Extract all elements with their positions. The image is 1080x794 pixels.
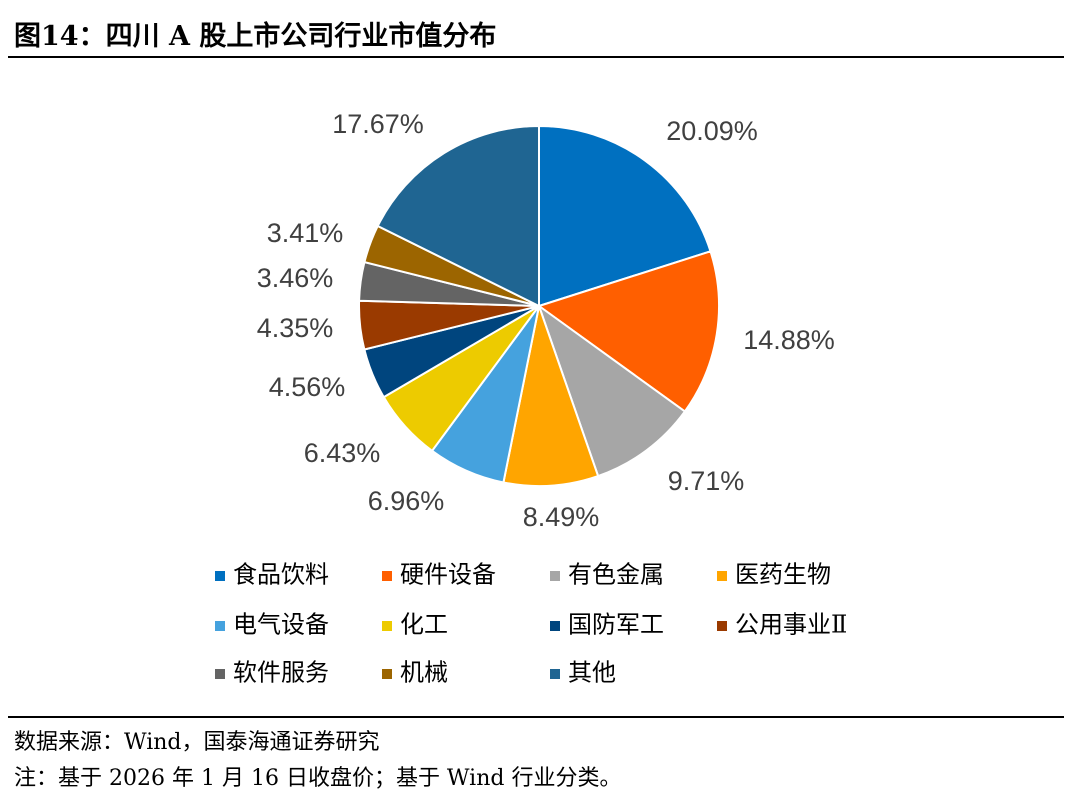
pie-slice	[376, 124, 540, 308]
pie-slice	[536, 250, 720, 413]
pie-slice	[502, 302, 600, 487]
slice-value-label: 4.56%	[269, 372, 346, 402]
legend-label: 公用事业Ⅱ	[735, 611, 847, 639]
legend-marker	[215, 621, 225, 631]
legend-marker	[382, 621, 392, 631]
legend-label: 国防军工	[568, 611, 664, 639]
pie-value-labels: 20.09% 14.88% 9.71% 8.49% 6.96% 6.43% 4.56% 4.3…	[257, 109, 835, 532]
pie-slices	[358, 124, 720, 487]
slice-value-label: 6.43%	[304, 438, 381, 468]
legend-label: 医药生物	[735, 561, 831, 589]
slice-value-label: 17.67%	[332, 109, 424, 139]
legend-marker	[382, 571, 392, 581]
slice-value-label: 4.35%	[257, 313, 334, 343]
legend-label: 电气设备	[233, 611, 329, 639]
legend-marker	[215, 669, 225, 679]
footnote: 注：基于 2026 年 1 月 16 日收盘价；基于 Wind 行业分类。	[14, 766, 622, 791]
legend-marker	[550, 621, 560, 631]
legend-label: 有色金属	[568, 561, 664, 589]
legend-label: 化工	[400, 611, 448, 639]
legend-marker	[550, 669, 560, 679]
slice-value-label: 8.49%	[523, 502, 600, 532]
slice-value-label: 14.88%	[743, 325, 835, 355]
legend-label: 机械	[400, 659, 448, 687]
legend-marker	[382, 669, 392, 679]
legend-marker	[550, 571, 560, 581]
legend-label: 软件服务	[233, 659, 329, 687]
legend-label: 其他	[568, 659, 616, 687]
figure-title: 图14：四川 A 股上市公司行业市值分布	[14, 21, 497, 52]
legend-marker	[717, 621, 727, 631]
slice-value-label: 6.96%	[368, 486, 445, 516]
legend-label: 硬件设备	[400, 561, 496, 589]
legend-marker	[717, 571, 727, 581]
top-rule	[8, 56, 1064, 58]
legend-label: 食品饮料	[233, 561, 329, 589]
pie-slice	[538, 124, 712, 308]
bottom-rule	[8, 716, 1064, 718]
pie-slice	[537, 303, 687, 478]
slice-value-label: 3.41%	[267, 218, 344, 248]
source-note: 数据来源：Wind，国泰海通证券研究	[14, 730, 380, 755]
pie-chart: 20.09% 14.88% 9.71% 8.49% 6.96% 6.43% 4.56% 4.3…	[215, 109, 847, 687]
slice-value-label: 20.09%	[666, 116, 758, 146]
slice-value-label: 3.46%	[257, 263, 334, 293]
legend-marker	[215, 571, 225, 581]
slice-value-label: 9.71%	[668, 466, 745, 496]
